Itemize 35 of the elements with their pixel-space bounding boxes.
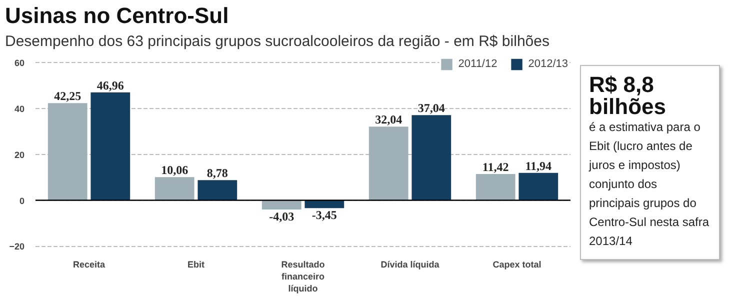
- bar: [154, 177, 194, 200]
- data-label: 10,06: [161, 163, 188, 178]
- legend-label: 2012/13: [528, 58, 568, 70]
- bar: [262, 200, 302, 210]
- text: R$ 8,8 bilhões: [589, 72, 668, 119]
- y-tick-label: 20: [14, 150, 25, 160]
- bar: [476, 174, 516, 200]
- x-tick-label: Resultado financeiro líquido: [281, 260, 326, 294]
- y-tick-label: −20: [9, 242, 25, 252]
- text: é a estimativa para o Ebit (lucro antes de juros e impostos) conjunto dos principais grupos do Centro-Sul nesta safra 2013/14: [589, 119, 710, 250]
- data-label: 42,25: [54, 89, 82, 104]
- data-label: -4,03: [269, 210, 294, 224]
- chart-subtitle: Desempenho dos 63 principais grupos sucroalcooleiros da região - em R$ bilhões: [5, 32, 550, 52]
- data-label: 11,42: [482, 160, 509, 174]
- data-label: 32,04: [375, 112, 402, 127]
- data-label: 8,78: [206, 166, 228, 180]
- data-label: 11,94: [525, 158, 552, 173]
- x-tick-label: Capex total: [492, 260, 542, 270]
- y-tick-label: 40: [14, 104, 25, 114]
- bar: [48, 103, 88, 200]
- data-label: 46,96: [96, 78, 124, 92]
- bar: [518, 172, 558, 200]
- legend-label: 2011/12: [458, 58, 498, 70]
- bar: [90, 92, 130, 200]
- data-label: 37,04: [418, 101, 445, 116]
- x-tick-label: Receita: [72, 260, 106, 270]
- x-tick-label: Dívida líquida: [380, 260, 440, 270]
- bar: [198, 180, 238, 200]
- y-tick-label: 60: [14, 58, 25, 68]
- bar: [368, 126, 408, 200]
- bar: [412, 115, 452, 200]
- x-tick-label: Ebit: [188, 260, 204, 270]
- data-label: -3,45: [312, 208, 337, 222]
- chart-title: Usinas no Centro-Sul: [5, 2, 230, 30]
- y-tick-label: 0: [19, 196, 25, 206]
